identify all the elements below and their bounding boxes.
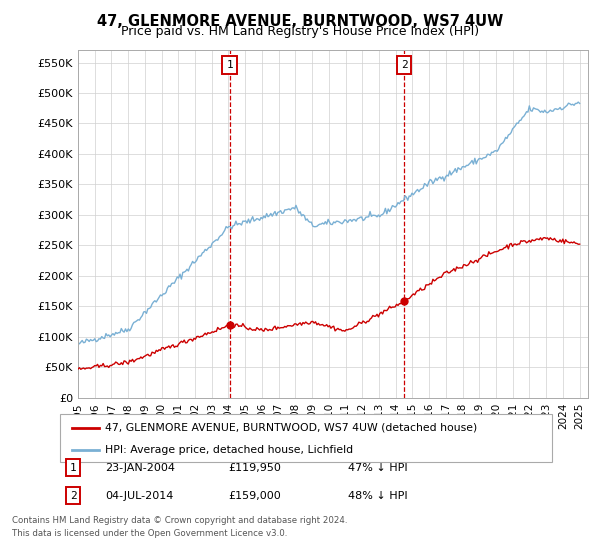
Text: Price paid vs. HM Land Registry's House Price Index (HPI): Price paid vs. HM Land Registry's House … <box>121 25 479 38</box>
Text: 47, GLENMORE AVENUE, BURNTWOOD, WS7 4UW: 47, GLENMORE AVENUE, BURNTWOOD, WS7 4UW <box>97 14 503 29</box>
Text: 2: 2 <box>401 60 407 70</box>
Text: This data is licensed under the Open Government Licence v3.0.: This data is licensed under the Open Gov… <box>12 529 287 538</box>
Text: 23-JAN-2004: 23-JAN-2004 <box>105 463 175 473</box>
Text: £159,000: £159,000 <box>228 491 281 501</box>
Text: 48% ↓ HPI: 48% ↓ HPI <box>348 491 407 501</box>
Text: 2: 2 <box>70 491 77 501</box>
Text: 1: 1 <box>226 60 233 70</box>
Text: Contains HM Land Registry data © Crown copyright and database right 2024.: Contains HM Land Registry data © Crown c… <box>12 516 347 525</box>
Text: 04-JUL-2014: 04-JUL-2014 <box>105 491 173 501</box>
Text: £119,950: £119,950 <box>228 463 281 473</box>
Text: 47% ↓ HPI: 47% ↓ HPI <box>348 463 407 473</box>
Text: 1: 1 <box>70 463 77 473</box>
Text: HPI: Average price, detached house, Lichfield: HPI: Average price, detached house, Lich… <box>105 445 353 455</box>
Text: 47, GLENMORE AVENUE, BURNTWOOD, WS7 4UW (detached house): 47, GLENMORE AVENUE, BURNTWOOD, WS7 4UW … <box>105 423 477 433</box>
